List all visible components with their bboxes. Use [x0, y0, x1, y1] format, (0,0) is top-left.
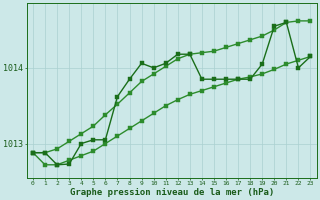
X-axis label: Graphe pression niveau de la mer (hPa): Graphe pression niveau de la mer (hPa): [70, 188, 274, 197]
